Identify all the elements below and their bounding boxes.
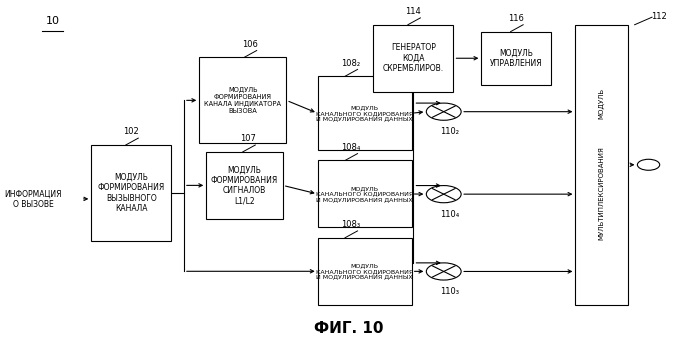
Circle shape xyxy=(637,159,660,170)
Text: ФИГ. 10: ФИГ. 10 xyxy=(314,321,384,336)
Text: МОДУЛЬ
КАНАЛЬНОГО КОДИРОВАНИЯ
И МОДУЛИРОВАНИЯ ДАННЫХ: МОДУЛЬ КАНАЛЬНОГО КОДИРОВАНИЯ И МОДУЛИРО… xyxy=(316,263,413,279)
Text: 108₄: 108₄ xyxy=(341,143,360,152)
Text: МОДУЛЬ
КАНАЛЬНОГО КОДИРОВАНИЯ
И МОДУЛИРОВАНИЯ ДАННЫХ: МОДУЛЬ КАНАЛЬНОГО КОДИРОВАНИЯ И МОДУЛИРО… xyxy=(316,105,413,121)
FancyBboxPatch shape xyxy=(199,57,286,143)
Text: 110₂: 110₂ xyxy=(440,127,459,136)
Circle shape xyxy=(426,263,461,280)
Text: МОДУЛЬ
ФОРМИРОВАНИЯ
ВЫЗЫВНОГО
КАНАЛА: МОДУЛЬ ФОРМИРОВАНИЯ ВЫЗЫВНОГО КАНАЛА xyxy=(98,173,165,213)
Text: 108₃: 108₃ xyxy=(341,220,360,229)
Text: 116: 116 xyxy=(508,14,524,23)
Circle shape xyxy=(426,103,461,120)
Text: МОДУЛЬ
ФОРМИРОВАНИЯ
СИГНАЛОВ
L1/L2: МОДУЛЬ ФОРМИРОВАНИЯ СИГНАЛОВ L1/L2 xyxy=(211,165,278,206)
Text: МОДУЛЬ
УПРАВЛЕНИЯ: МОДУЛЬ УПРАВЛЕНИЯ xyxy=(490,49,542,68)
Text: 102: 102 xyxy=(124,127,139,136)
Text: 112: 112 xyxy=(651,12,667,21)
FancyBboxPatch shape xyxy=(318,238,412,305)
FancyBboxPatch shape xyxy=(373,25,454,92)
Text: МОДУЛЬ: МОДУЛЬ xyxy=(598,88,604,119)
Text: 114: 114 xyxy=(406,7,422,16)
Text: МОДУЛЬ
КАНАЛЬНОГО КОДИРОВАНИЯ
И МОДУЛИРОВАНИЯ ДАННЫХ: МОДУЛЬ КАНАЛЬНОГО КОДИРОВАНИЯ И МОДУЛИРО… xyxy=(316,186,413,202)
Text: 107: 107 xyxy=(240,134,256,143)
Circle shape xyxy=(426,186,461,203)
Text: ГЕНЕРАТОР
КОДА
СКРЕМБЛИРОВ.: ГЕНЕРАТОР КОДА СКРЕМБЛИРОВ. xyxy=(383,43,444,73)
FancyBboxPatch shape xyxy=(318,76,412,150)
FancyBboxPatch shape xyxy=(91,145,172,241)
Text: 110₃: 110₃ xyxy=(440,287,459,296)
Text: 110₄: 110₄ xyxy=(440,210,459,219)
FancyBboxPatch shape xyxy=(575,25,628,305)
FancyBboxPatch shape xyxy=(318,160,412,227)
Text: МОДУЛЬ
ФОРМИРОВАНИЯ
КАНАЛА ИНДИКАТОРА
ВЫЗОВА: МОДУЛЬ ФОРМИРОВАНИЯ КАНАЛА ИНДИКАТОРА ВЫ… xyxy=(205,87,281,114)
Text: 106: 106 xyxy=(242,40,258,49)
FancyBboxPatch shape xyxy=(206,152,283,219)
Text: 108₂: 108₂ xyxy=(341,59,360,68)
Text: МУЛЬТИПЛЕКСИРОВАНИЯ: МУЛЬТИПЛЕКСИРОВАНИЯ xyxy=(598,146,604,240)
FancyBboxPatch shape xyxy=(482,32,551,85)
Text: ИНФОРМАЦИЯ
О ВЫЗОВЕ: ИНФОРМАЦИЯ О ВЫЗОВЕ xyxy=(4,189,61,209)
Text: 10: 10 xyxy=(46,17,60,27)
